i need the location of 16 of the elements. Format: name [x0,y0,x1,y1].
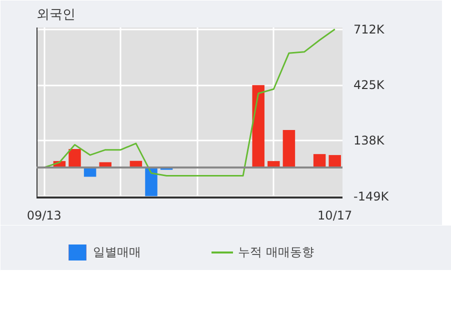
y-tick-label: 138K [354,134,386,148]
y-tick-label: 712K [354,22,386,36]
bar [328,155,341,168]
bar [252,85,264,168]
bar [68,149,81,168]
chart-title: 외국인 [36,8,76,22]
x-tick-label: 10/17 [318,208,352,222]
x-tick-label: 09/13 [26,208,62,222]
legend-label: 누적 매매동향 [238,244,314,260]
legend-label: 일별매매 [93,244,141,260]
bar [282,130,296,168]
line-series [43,28,336,177]
y-tick-label: 425K [354,78,386,92]
y-tick-label: -149K [354,189,390,204]
bar [145,167,158,196]
bar [313,154,326,168]
